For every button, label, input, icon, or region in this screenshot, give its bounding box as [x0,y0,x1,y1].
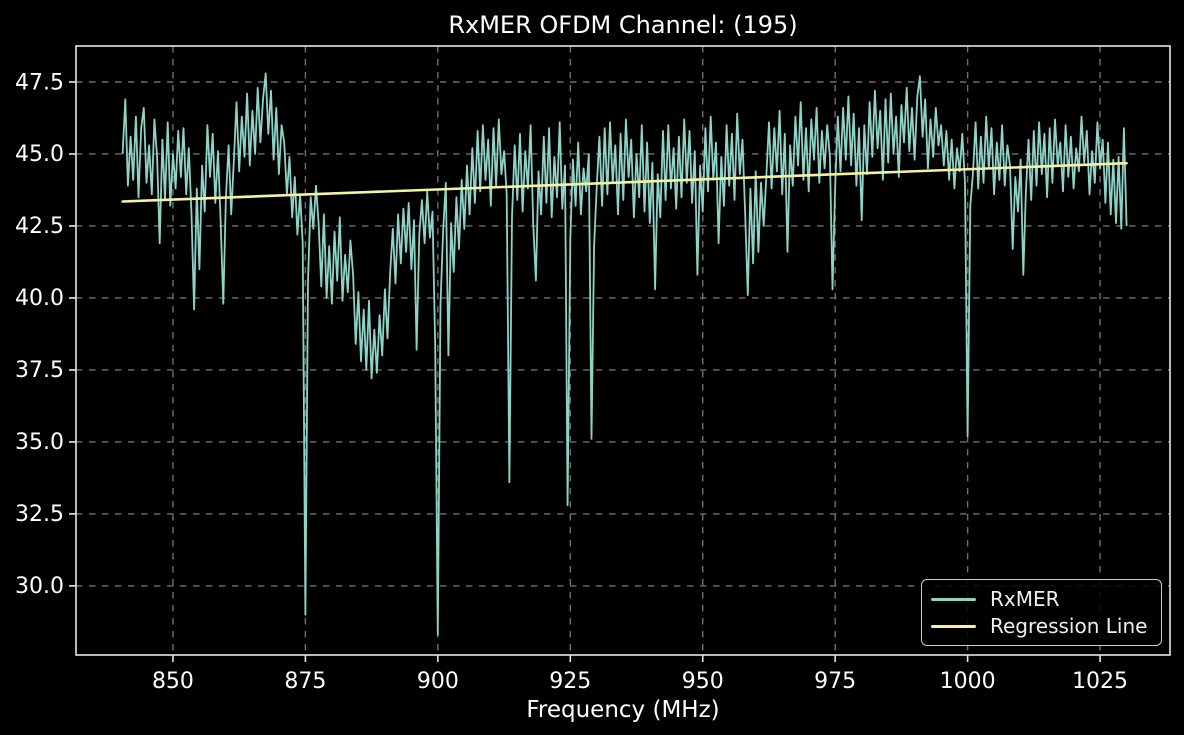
x-axis-label: Frequency (MHz) [526,697,719,723]
legend: RxMER Regression Line [921,579,1162,646]
y-tick-label: 45.0 [15,142,64,167]
x-tick-label: 1000 [940,669,996,694]
legend-item-rxmer: RxMER [931,586,1151,613]
y-tick-label: 37.5 [15,358,64,383]
x-tick-label: 975 [814,669,856,694]
regression-line [121,161,1128,203]
chart-title: RxMER OFDM Channel: (195) [448,11,797,39]
y-tick-label: 47.5 [15,70,64,95]
legend-label-rxmer: RxMER [990,587,1060,611]
x-tick-label: 850 [152,669,194,694]
y-tick-label: 32.5 [15,502,64,527]
plot-border [75,45,1171,656]
series-lines [121,72,1128,636]
rxmer-line [121,72,1128,636]
y-tick-label: 35.0 [15,430,64,455]
x-tick-label: 925 [549,669,591,694]
legend-item-regression: Regression Line [931,613,1151,640]
tick-labels: 850 875 900 925 950 975 1000 1025 30.0 32.5 35.0 37… [15,70,1128,694]
x-tick-label: 950 [682,669,724,694]
gridlines [76,46,1170,655]
x-tick-label: 900 [417,669,459,694]
axis-ticks [69,81,1101,662]
x-tick-label: 1025 [1072,669,1128,694]
y-tick-label: 40.0 [15,286,64,311]
legend-label-regression: Regression Line [990,614,1148,638]
y-tick-label: 30.0 [15,574,64,599]
regression-line-swatch [931,625,976,628]
rxmer-line-swatch [931,598,976,601]
x-tick-label: 875 [284,669,326,694]
y-tick-label: 42.5 [15,214,64,239]
